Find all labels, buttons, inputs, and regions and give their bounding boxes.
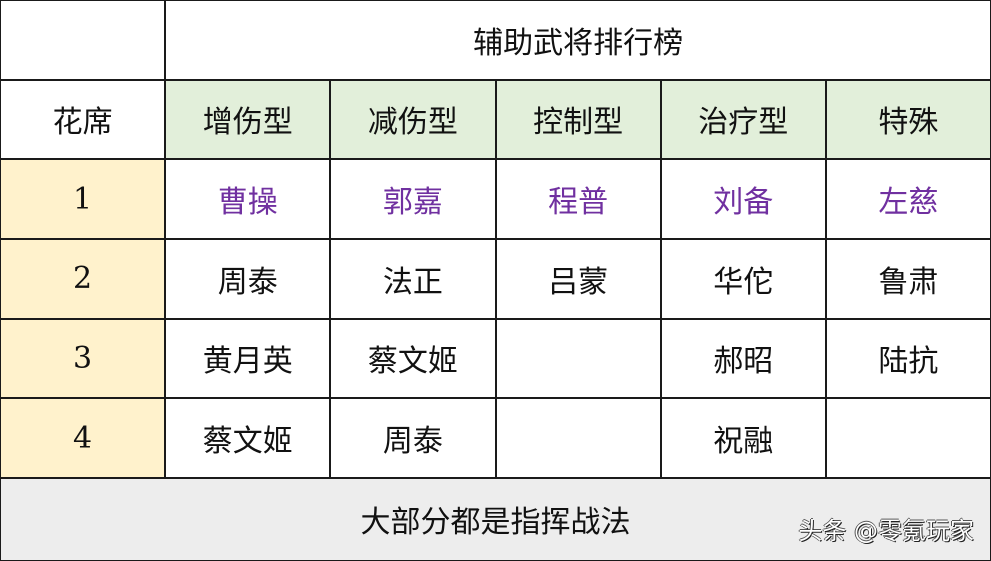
table-cell: 郝昭 (661, 319, 825, 398)
rank-cell: 3 (1, 319, 165, 398)
table-cell: 曹操 (166, 160, 330, 238)
table-cell: 陆抗 (826, 319, 990, 398)
rank-cell: 2 (1, 239, 165, 318)
corner-label: 花席 (1, 80, 165, 159)
table-cell: 郭嘉 (331, 160, 495, 238)
table-cell: 蔡文姬 (166, 399, 330, 477)
table-cell: 蔡文姬 (331, 319, 495, 398)
table-cell: 黄月英 (166, 319, 330, 398)
table-cell (826, 399, 990, 477)
table-cell: 祝融 (661, 399, 825, 477)
column-header: 特殊 (826, 80, 990, 159)
column-header: 治疗型 (661, 80, 825, 159)
footer-text: 大部分都是指挥战法 (360, 505, 631, 541)
column-header: 减伤型 (331, 80, 495, 159)
blank-cell (1, 1, 165, 79)
table-cell: 周泰 (331, 399, 495, 477)
table-cell (496, 319, 660, 398)
table-cell: 程普 (496, 160, 660, 238)
rank-cell: 4 (1, 399, 165, 477)
table-cell: 刘备 (661, 160, 825, 238)
rank-cell: 1 (1, 160, 165, 238)
table-cell: 吕蒙 (496, 239, 660, 318)
table-cell: 鲁肃 (826, 239, 990, 318)
watermark: 头条 @零氪玩家 (798, 516, 974, 545)
footer-note: 大部分都是指挥战法 头条 @零氪玩家 (1, 478, 990, 560)
table-cell: 左慈 (826, 160, 990, 238)
table-title: 辅助武将排行榜 (166, 1, 990, 79)
column-header: 控制型 (496, 80, 660, 159)
table-cell: 法正 (331, 239, 495, 318)
column-header: 增伤型 (166, 80, 330, 159)
table-cell (496, 399, 660, 477)
table-cell: 周泰 (166, 239, 330, 318)
table-cell: 华佗 (661, 239, 825, 318)
